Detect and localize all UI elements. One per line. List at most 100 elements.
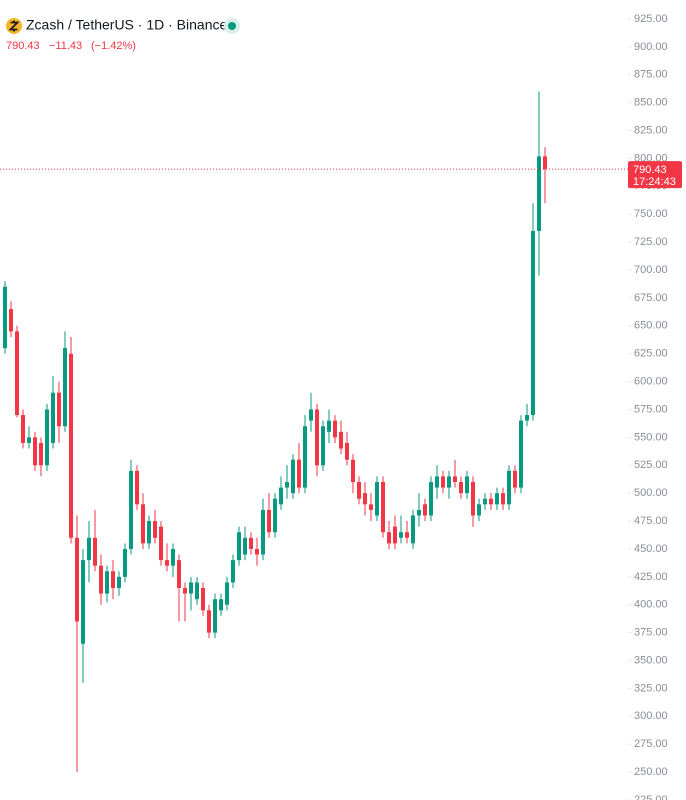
- y-tick-label: 250.00: [634, 766, 668, 778]
- y-tick-label: 375.00: [634, 627, 668, 639]
- candle-body: [309, 409, 313, 421]
- candle-body: [501, 493, 505, 505]
- plot-area: [0, 91, 628, 773]
- candle-body: [279, 487, 283, 505]
- candle-body: [345, 442, 349, 460]
- candle-body: [273, 498, 277, 533]
- candle-body: [525, 415, 529, 421]
- candle-body: [129, 470, 133, 549]
- price-change-pct: (−1.42%): [91, 40, 136, 52]
- bar-countdown: 17:24:43: [633, 176, 676, 188]
- y-tick-label: 325.00: [634, 682, 668, 694]
- candle-body: [159, 526, 163, 561]
- candle-body: [111, 571, 115, 589]
- candle-body: [195, 582, 199, 600]
- market-status-dot: [228, 22, 236, 30]
- candle-body: [339, 431, 343, 449]
- candle-body: [297, 459, 301, 488]
- candle-body: [327, 420, 331, 432]
- candle-body: [531, 230, 535, 416]
- candle-body: [423, 504, 427, 516]
- price-axis: 925.00900.00875.00850.00825.00800.00775.…: [628, 13, 682, 800]
- candle-body: [135, 470, 139, 505]
- last-price-tag: [628, 161, 682, 189]
- y-tick-label: 925.00: [634, 13, 668, 25]
- candle-body: [177, 560, 181, 589]
- y-tick-label: 350.00: [634, 654, 668, 666]
- candle-body: [435, 476, 439, 488]
- candle-body: [453, 476, 457, 483]
- candle-body: [447, 476, 451, 488]
- candle-body: [3, 286, 7, 349]
- candle-body: [213, 599, 217, 633]
- candle-body: [261, 509, 265, 555]
- candle-body: [183, 588, 187, 594]
- y-tick-label: 500.00: [634, 487, 668, 499]
- candle-body: [375, 482, 379, 516]
- candle-body: [189, 582, 193, 594]
- candle-body: [315, 409, 319, 466]
- candle-body: [93, 537, 97, 566]
- candle-body: [369, 504, 373, 510]
- candle-body: [363, 493, 367, 505]
- y-tick-label: 400.00: [634, 599, 668, 611]
- candle-body: [399, 532, 403, 538]
- y-tick-label: 575.00: [634, 403, 668, 415]
- y-tick-label: 650.00: [634, 320, 668, 332]
- y-tick-label: 550.00: [634, 431, 668, 443]
- candle-body: [51, 392, 55, 443]
- candle-body: [321, 426, 325, 466]
- candle-body: [477, 504, 481, 516]
- last-price: 790.43: [6, 40, 40, 52]
- candle-body: [141, 504, 145, 544]
- candle-body: [417, 509, 421, 516]
- y-tick-label: 700.00: [634, 264, 668, 276]
- candle-body: [483, 498, 487, 505]
- y-tick-label: 300.00: [634, 710, 668, 722]
- candle-body: [15, 331, 19, 416]
- candle-body: [63, 348, 67, 427]
- candle-body: [537, 156, 541, 231]
- candle-body: [219, 599, 223, 611]
- candle-body: [33, 437, 37, 466]
- candle-body: [507, 470, 511, 505]
- y-tick-label: 425.00: [634, 571, 668, 583]
- candle-body: [201, 588, 205, 611]
- legend-header: Zcash / TetherUS · 1D · Binance 790.43 −…: [6, 17, 240, 52]
- candle-body: [99, 565, 103, 594]
- candle-body: [153, 521, 157, 538]
- candle-body: [207, 610, 211, 633]
- candle-body: [39, 442, 43, 466]
- candle-body: [405, 532, 409, 538]
- candle-body: [123, 548, 127, 577]
- y-tick-label: 725.00: [634, 236, 668, 248]
- candle-body: [411, 515, 415, 544]
- candle-body: [249, 537, 253, 549]
- candle-body: [105, 571, 109, 594]
- coin-icon-glyph: [8, 20, 20, 32]
- last-price-tag-label: 790.43: [633, 164, 667, 176]
- y-tick-label: 600.00: [634, 375, 668, 387]
- y-tick-label: 275.00: [634, 738, 668, 750]
- candle-body: [21, 415, 25, 443]
- candle-body: [69, 353, 73, 538]
- candle-body: [255, 548, 259, 555]
- candle-body: [267, 509, 271, 533]
- candle-body: [243, 537, 247, 555]
- candle-body: [387, 532, 391, 544]
- candle-body: [333, 420, 337, 438]
- y-tick-label: 875.00: [634, 69, 668, 81]
- y-tick-label: 625.00: [634, 348, 668, 360]
- y-tick-label: 525.00: [634, 459, 668, 471]
- candle-body: [231, 560, 235, 583]
- candle-body: [117, 576, 121, 589]
- y-tick-label: 900.00: [634, 41, 668, 53]
- candle-body: [87, 537, 91, 561]
- y-tick-label: 750.00: [634, 208, 668, 220]
- y-tick-label: 825.00: [634, 124, 668, 136]
- candle-body: [429, 482, 433, 516]
- candle-body: [237, 532, 241, 561]
- candle-body: [147, 521, 151, 544]
- candle-body: [441, 476, 445, 488]
